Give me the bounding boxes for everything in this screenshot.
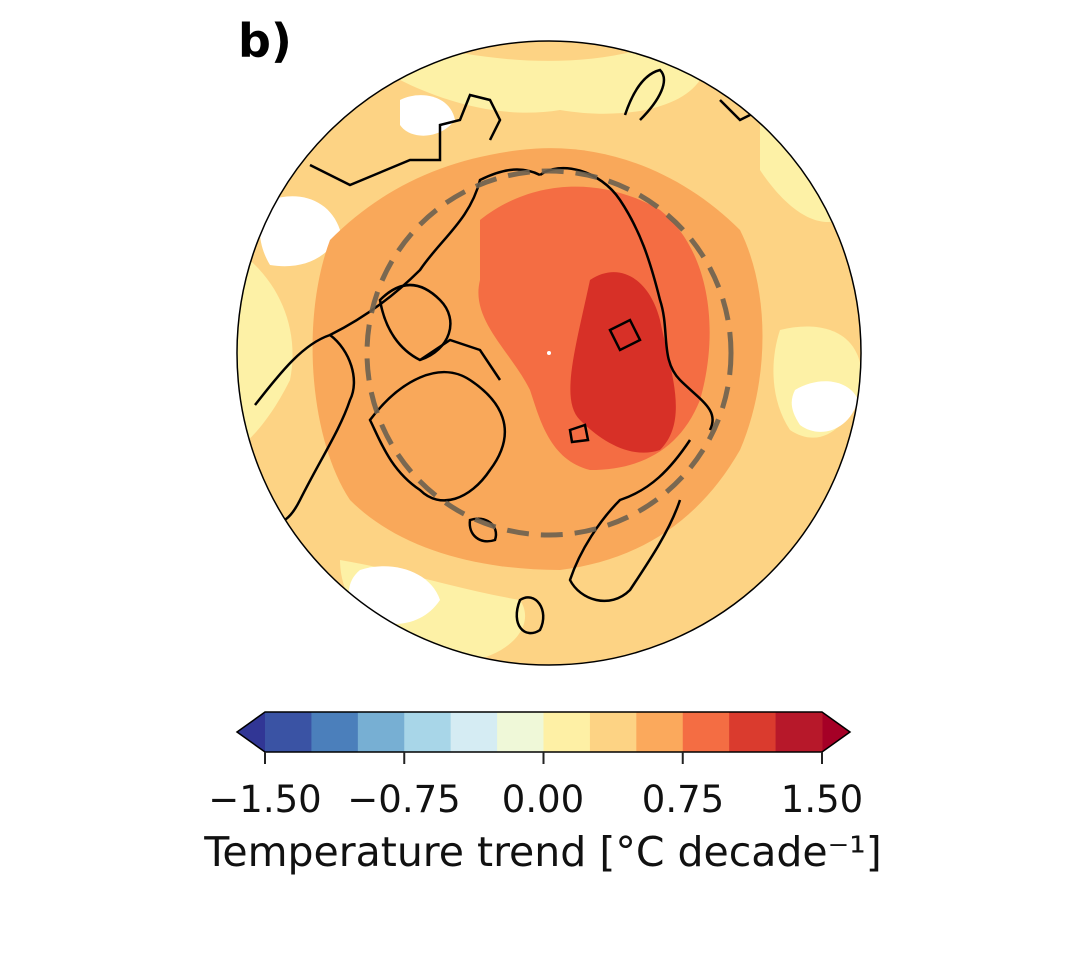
colorbar-segment (357, 712, 405, 752)
colorbar-under-arrow (237, 712, 265, 752)
trend-field-very-high (570, 272, 676, 453)
map-frame (236, 40, 862, 666)
colorbar-segment (636, 712, 684, 752)
colorbar-segment (404, 712, 452, 752)
colorbar-segment (497, 712, 544, 752)
colorbar-tick-label: −1.50 (208, 778, 322, 821)
panel-label: b) (238, 14, 292, 68)
colorbar-segment (543, 712, 591, 752)
colorbar-segment (775, 712, 823, 752)
colorbar-tick-label: 0.00 (501, 778, 585, 821)
colorbar (235, 711, 852, 764)
colorbar-label: Temperature trend [°C decade⁻¹] (204, 828, 882, 876)
colorbar-segment (729, 712, 777, 752)
polar-map (237, 41, 861, 665)
colorbar-tick-label: −0.75 (347, 778, 461, 821)
colorbar-tick-label: 0.75 (641, 778, 725, 821)
colorbar-segment (265, 712, 312, 752)
colorbar-segment (311, 712, 359, 752)
colorbar-segment (589, 712, 637, 752)
arctic-boundary-dashed-circle (364, 168, 734, 538)
north-pole-marker (547, 351, 551, 355)
colorbar-over-arrow (822, 712, 850, 752)
colorbar-tick-label: 1.50 (780, 778, 864, 821)
colorbar-segment (450, 712, 498, 752)
colorbar-segment (682, 712, 730, 752)
